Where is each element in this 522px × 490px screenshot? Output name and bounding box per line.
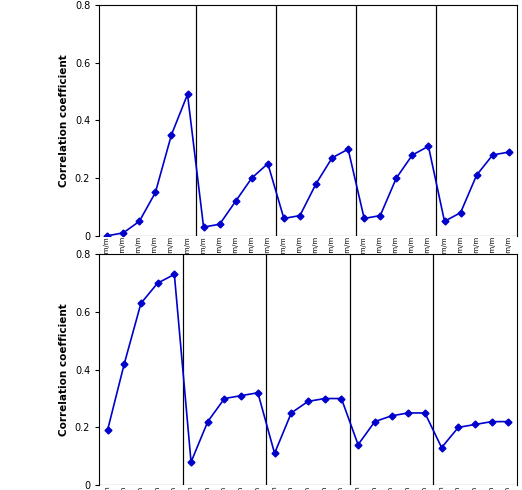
Y-axis label: Correlation coefficient: Correlation coefficient: [59, 54, 69, 187]
Text: I = 75 mm/h: I = 75 mm/h: [370, 305, 423, 314]
Y-axis label: Correlation coefficient: Correlation coefficient: [59, 303, 69, 436]
Text: I = 25 mm/h: I = 25 mm/h: [209, 305, 262, 314]
Text: I = 100 mm/h: I = 100 mm/h: [448, 305, 505, 314]
Text: I = 10 mm/h: I = 10 mm/h: [121, 305, 173, 314]
Text: I = 50 mm/h: I = 50 mm/h: [290, 305, 342, 314]
